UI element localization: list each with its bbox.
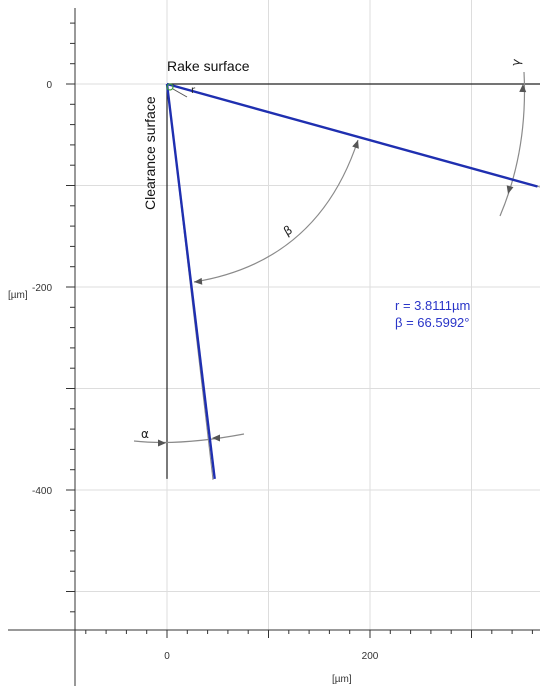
series-rake-line xyxy=(166,82,538,188)
beta-arrow-rake xyxy=(352,140,359,149)
tool-edge-lines xyxy=(165,82,538,479)
alpha-arrow-surface xyxy=(158,439,166,447)
alpha-arrow-edge xyxy=(212,434,220,442)
y-tick-label: -400 xyxy=(32,486,52,497)
gamma-arrow-surface xyxy=(519,84,527,93)
beta-arc xyxy=(193,139,359,283)
reference-surfaces xyxy=(166,83,540,481)
wedge-angle-annotation: β = 66.5992° xyxy=(395,315,469,330)
alpha-label: α xyxy=(141,427,149,441)
radius-pointer xyxy=(172,88,188,98)
gamma-label: γ xyxy=(508,58,523,67)
y-axis-title: [µm] xyxy=(8,290,28,301)
radius-annotation: r = 3.8111µm xyxy=(395,298,470,313)
beta-arrow-clearance xyxy=(194,277,203,285)
tick-labels: 0 -200 -400 0 200 xyxy=(32,80,379,662)
y-tick-label: 0 xyxy=(46,80,52,91)
x-tick-label: 200 xyxy=(362,651,379,662)
y-tick-label: -200 xyxy=(32,283,52,294)
gamma-arrow-edge xyxy=(506,185,514,194)
edge-radius-circle xyxy=(166,83,174,91)
radius-label: r xyxy=(191,85,196,96)
x-tick-label: 0 xyxy=(164,651,170,662)
gamma-arc xyxy=(499,71,526,217)
rake-surface-label: Rake surface xyxy=(167,58,250,74)
angle-arcs xyxy=(133,71,527,447)
axes xyxy=(8,8,540,686)
beta-label: β xyxy=(281,223,295,239)
x-axis-title: [µm] xyxy=(332,674,352,685)
alpha-arc xyxy=(133,433,245,444)
clearance-surface-label: Clearance surface xyxy=(142,96,158,210)
series-clearance-line xyxy=(165,83,216,479)
